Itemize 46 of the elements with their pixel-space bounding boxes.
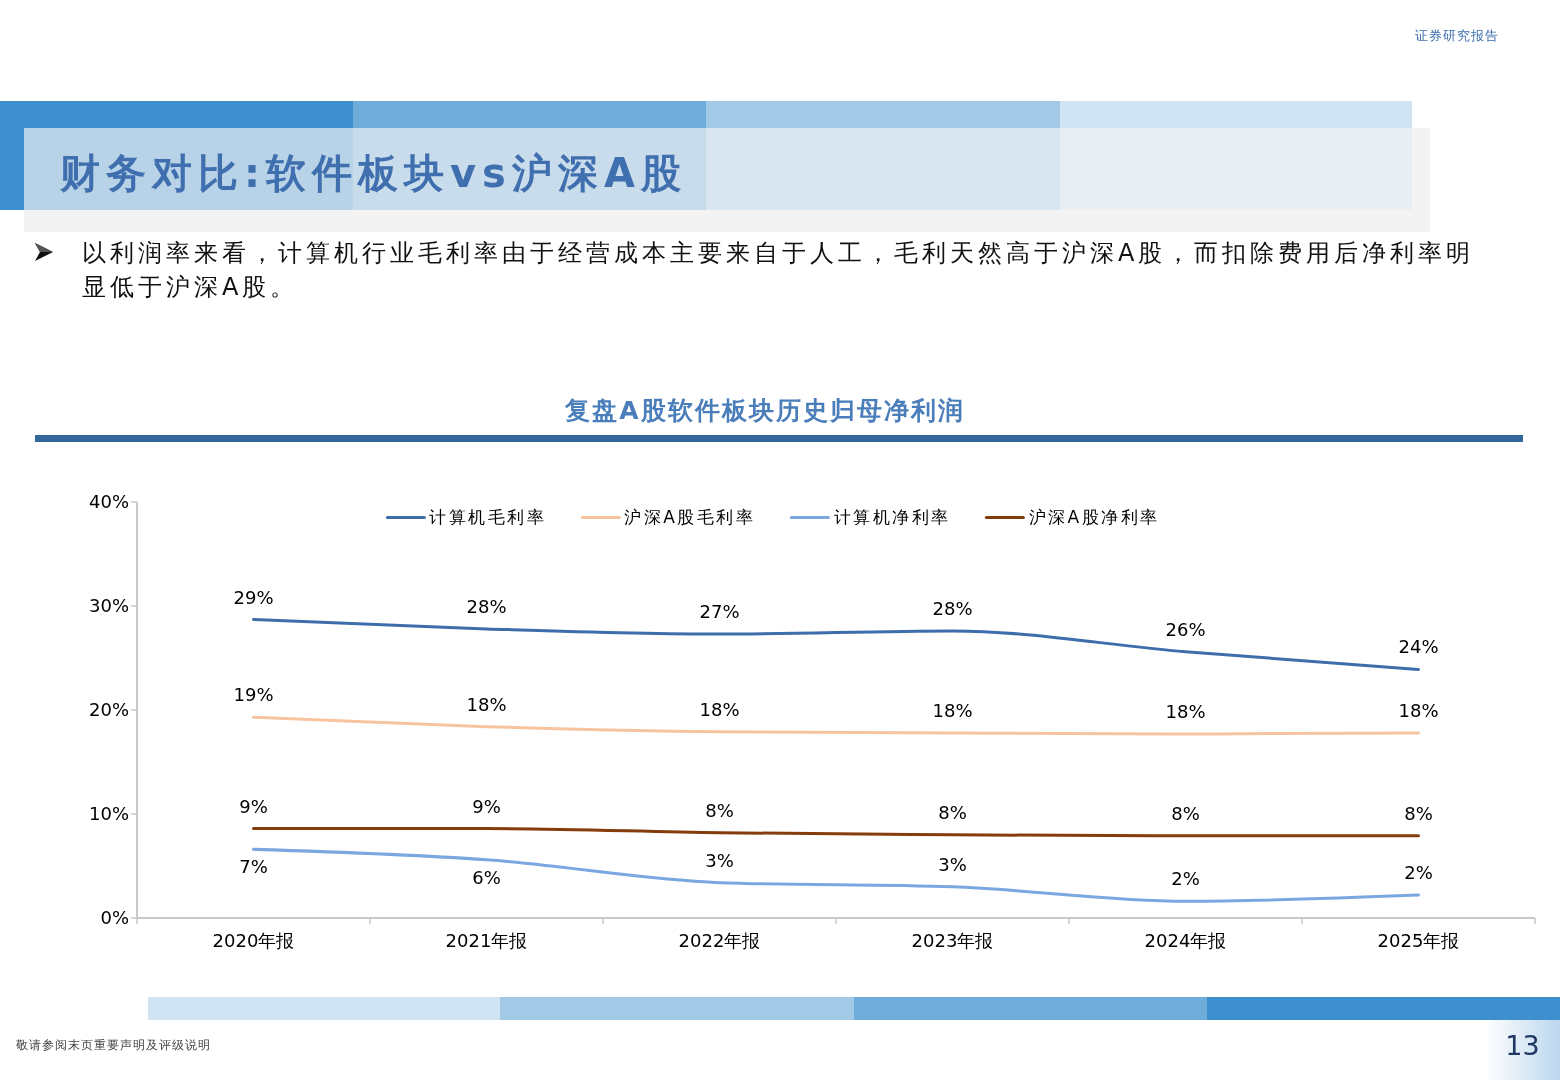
text: 13	[1504, 1030, 1541, 1061]
text: 财务对比:软件板块vs沪深A股	[60, 149, 687, 198]
data-label: 18%	[932, 699, 973, 721]
data-label: 9%	[239, 795, 268, 817]
text: 以利润率来看，计算机行业毛利率由于经营成本主要来自于人工，毛利天然高于沪深A股，而扣除费用后净利率明显低于沪深A股。	[82, 238, 1476, 303]
data-label: 7%	[239, 856, 268, 878]
data-label: 9%	[472, 795, 501, 817]
data-label: 3%	[938, 853, 967, 875]
data-label: 26%	[1165, 618, 1206, 640]
data-label: 27%	[699, 601, 740, 623]
text: 敬请参阅末页重要声明及评级说明	[16, 1037, 211, 1054]
x-tick-label: 2022年报	[678, 929, 761, 951]
legend-label: 沪深A股毛利率	[624, 506, 756, 529]
y-tick-label: 20%	[88, 699, 129, 721]
y-tick-label: 0%	[100, 907, 129, 929]
x-tick-label: 2025年报	[1377, 929, 1460, 951]
data-label: 29%	[233, 586, 274, 608]
legend-label: 计算机毛利率	[429, 506, 547, 529]
data-label: 28%	[466, 595, 507, 617]
x-tick-label: 2024年报	[1144, 929, 1227, 951]
data-label: 28%	[932, 597, 973, 619]
data-label: 2%	[1404, 862, 1433, 884]
line-series	[252, 827, 1420, 838]
x-tick-label: 2023年报	[911, 929, 994, 951]
text: 证券研究报告	[1415, 27, 1499, 45]
data-label: 8%	[705, 799, 734, 821]
data-label: 24%	[1398, 636, 1439, 658]
data-label: 18%	[699, 698, 740, 720]
legend-label: 沪深A股净利率	[1028, 506, 1160, 529]
data-label: 8%	[938, 801, 967, 823]
data-label: 19%	[233, 684, 274, 706]
data-label: 3%	[705, 849, 734, 871]
data-label: 8%	[1171, 802, 1200, 824]
y-tick-label: 10%	[88, 803, 129, 825]
y-tick-label: 30%	[88, 595, 129, 617]
chart-title: 复盘A股软件板块历史归母净利润	[564, 395, 966, 427]
x-tick-label: 2020年报	[212, 929, 295, 951]
y-tick-label: 40%	[88, 491, 129, 513]
data-label: 8%	[1404, 802, 1433, 824]
data-label: 18%	[1398, 699, 1439, 721]
data-label: 18%	[1165, 700, 1206, 722]
data-label: 6%	[472, 866, 501, 888]
x-tick-label: 2021年报	[445, 929, 528, 951]
data-label: 18%	[466, 693, 507, 715]
legend-label: 计算机净利率	[833, 506, 951, 529]
data-label: 2%	[1171, 868, 1200, 890]
